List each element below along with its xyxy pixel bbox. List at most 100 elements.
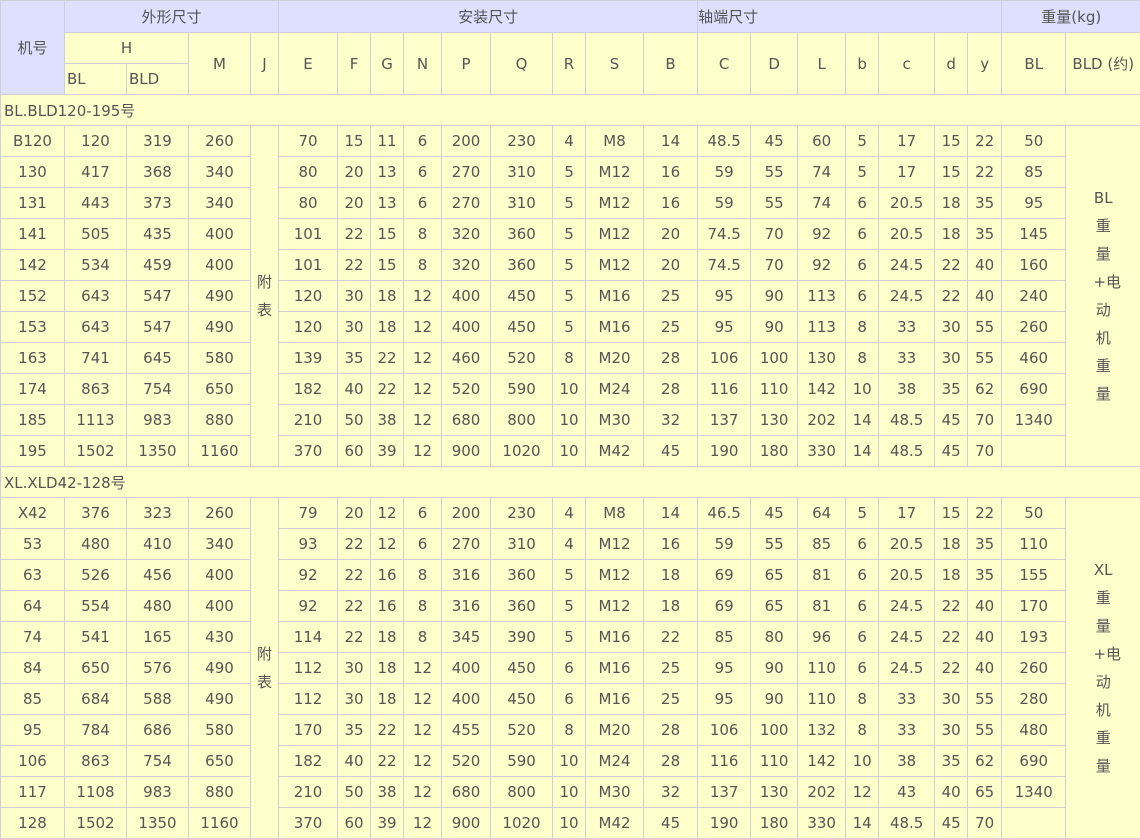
value-cell: 22: [338, 250, 371, 281]
value-cell: M16: [586, 281, 644, 312]
value-cell: 28: [644, 374, 698, 405]
header-col-d: d: [935, 33, 968, 95]
value-cell: 45: [935, 436, 968, 467]
model-cell: 185: [1, 405, 65, 436]
value-cell: 95: [698, 653, 751, 684]
value-cell: M24: [586, 746, 644, 777]
value-cell: 101: [279, 250, 338, 281]
value-cell: 18: [371, 312, 404, 343]
value-cell: 319: [127, 126, 189, 157]
value-cell: 18: [371, 653, 404, 684]
value-cell: 8: [553, 715, 586, 746]
value-cell: 741: [65, 343, 127, 374]
value-cell: M42: [586, 436, 644, 467]
value-cell: 33: [879, 684, 935, 715]
value-cell: 50: [338, 405, 371, 436]
value-cell: 323: [127, 498, 189, 529]
value-cell: 210: [279, 777, 338, 808]
value-cell: 45: [751, 126, 798, 157]
value-cell: 45: [751, 498, 798, 529]
value-cell: 370: [279, 808, 338, 839]
value-cell: 505: [65, 219, 127, 250]
value-cell: 113: [798, 281, 846, 312]
value-cell: 74.5: [698, 219, 751, 250]
value-cell: 690: [1002, 374, 1066, 405]
value-cell: 32: [644, 405, 698, 436]
value-cell: 6: [846, 560, 879, 591]
value-cell: 12: [404, 405, 442, 436]
value-cell: 106: [698, 343, 751, 374]
value-cell: 50: [1002, 498, 1066, 529]
value-cell: 10: [553, 374, 586, 405]
value-cell: 116: [698, 746, 751, 777]
value-cell: 650: [189, 746, 251, 777]
value-cell: 40: [338, 746, 371, 777]
value-cell: 340: [189, 188, 251, 219]
value-cell: 33: [879, 343, 935, 374]
value-cell: 20: [644, 250, 698, 281]
header-H-BL: BL: [65, 64, 127, 95]
value-cell: 24.5: [879, 653, 935, 684]
value-cell: 16: [371, 560, 404, 591]
model-cell: X42: [1, 498, 65, 529]
value-cell: M16: [586, 312, 644, 343]
value-cell: 81: [798, 591, 846, 622]
value-cell: 160: [1002, 250, 1066, 281]
value-cell: 6: [846, 188, 879, 219]
value-cell: 360: [491, 219, 553, 250]
value-cell: 38: [371, 405, 404, 436]
value-cell: 210: [279, 405, 338, 436]
value-cell: 14: [644, 498, 698, 529]
value-cell: 180: [751, 436, 798, 467]
value-cell: 863: [65, 746, 127, 777]
value-cell: 60: [798, 126, 846, 157]
value-cell: 200: [442, 498, 491, 529]
value-cell: 69: [698, 560, 751, 591]
value-cell: 18: [935, 529, 968, 560]
value-cell: 50: [338, 777, 371, 808]
value-cell: 55: [751, 188, 798, 219]
value-cell: 20: [338, 498, 371, 529]
value-cell: 8: [404, 250, 442, 281]
header-col-C: C: [698, 33, 751, 95]
value-cell: 6: [404, 157, 442, 188]
value-cell: 85: [1002, 157, 1066, 188]
header-col-B: B: [644, 33, 698, 95]
value-cell: 368: [127, 157, 189, 188]
value-cell: 40: [968, 591, 1002, 622]
value-cell: 14: [846, 436, 879, 467]
value-cell: 18: [371, 684, 404, 715]
model-cell: 152: [1, 281, 65, 312]
value-cell: 14: [846, 405, 879, 436]
header-group-outline: 外形尺寸: [65, 1, 279, 33]
value-cell: 114: [279, 622, 338, 653]
value-cell: 5: [846, 498, 879, 529]
value-cell: 680: [442, 777, 491, 808]
value-cell: 190: [698, 808, 751, 839]
value-cell: 182: [279, 374, 338, 405]
value-cell: 202: [798, 777, 846, 808]
value-cell: 12: [404, 281, 442, 312]
header-group-shaft: 轴端尺寸: [698, 1, 1002, 33]
value-cell: 180: [751, 808, 798, 839]
header-group-install: 安装尺寸: [279, 1, 698, 33]
value-cell: 10: [553, 808, 586, 839]
value-cell: 43: [879, 777, 935, 808]
value-cell: 6: [846, 622, 879, 653]
value-cell: 25: [644, 684, 698, 715]
value-cell: 90: [751, 684, 798, 715]
value-cell: 580: [189, 715, 251, 746]
value-cell: 12: [404, 374, 442, 405]
value-cell: 30: [338, 312, 371, 343]
value-cell: 310: [491, 188, 553, 219]
value-cell: 130: [798, 343, 846, 374]
value-cell: 182: [279, 746, 338, 777]
value-cell: 110: [798, 684, 846, 715]
value-cell: 22: [338, 560, 371, 591]
header-col-c: c: [879, 33, 935, 95]
value-cell: 165: [127, 622, 189, 653]
value-cell: M8: [586, 498, 644, 529]
value-cell: 6: [553, 684, 586, 715]
